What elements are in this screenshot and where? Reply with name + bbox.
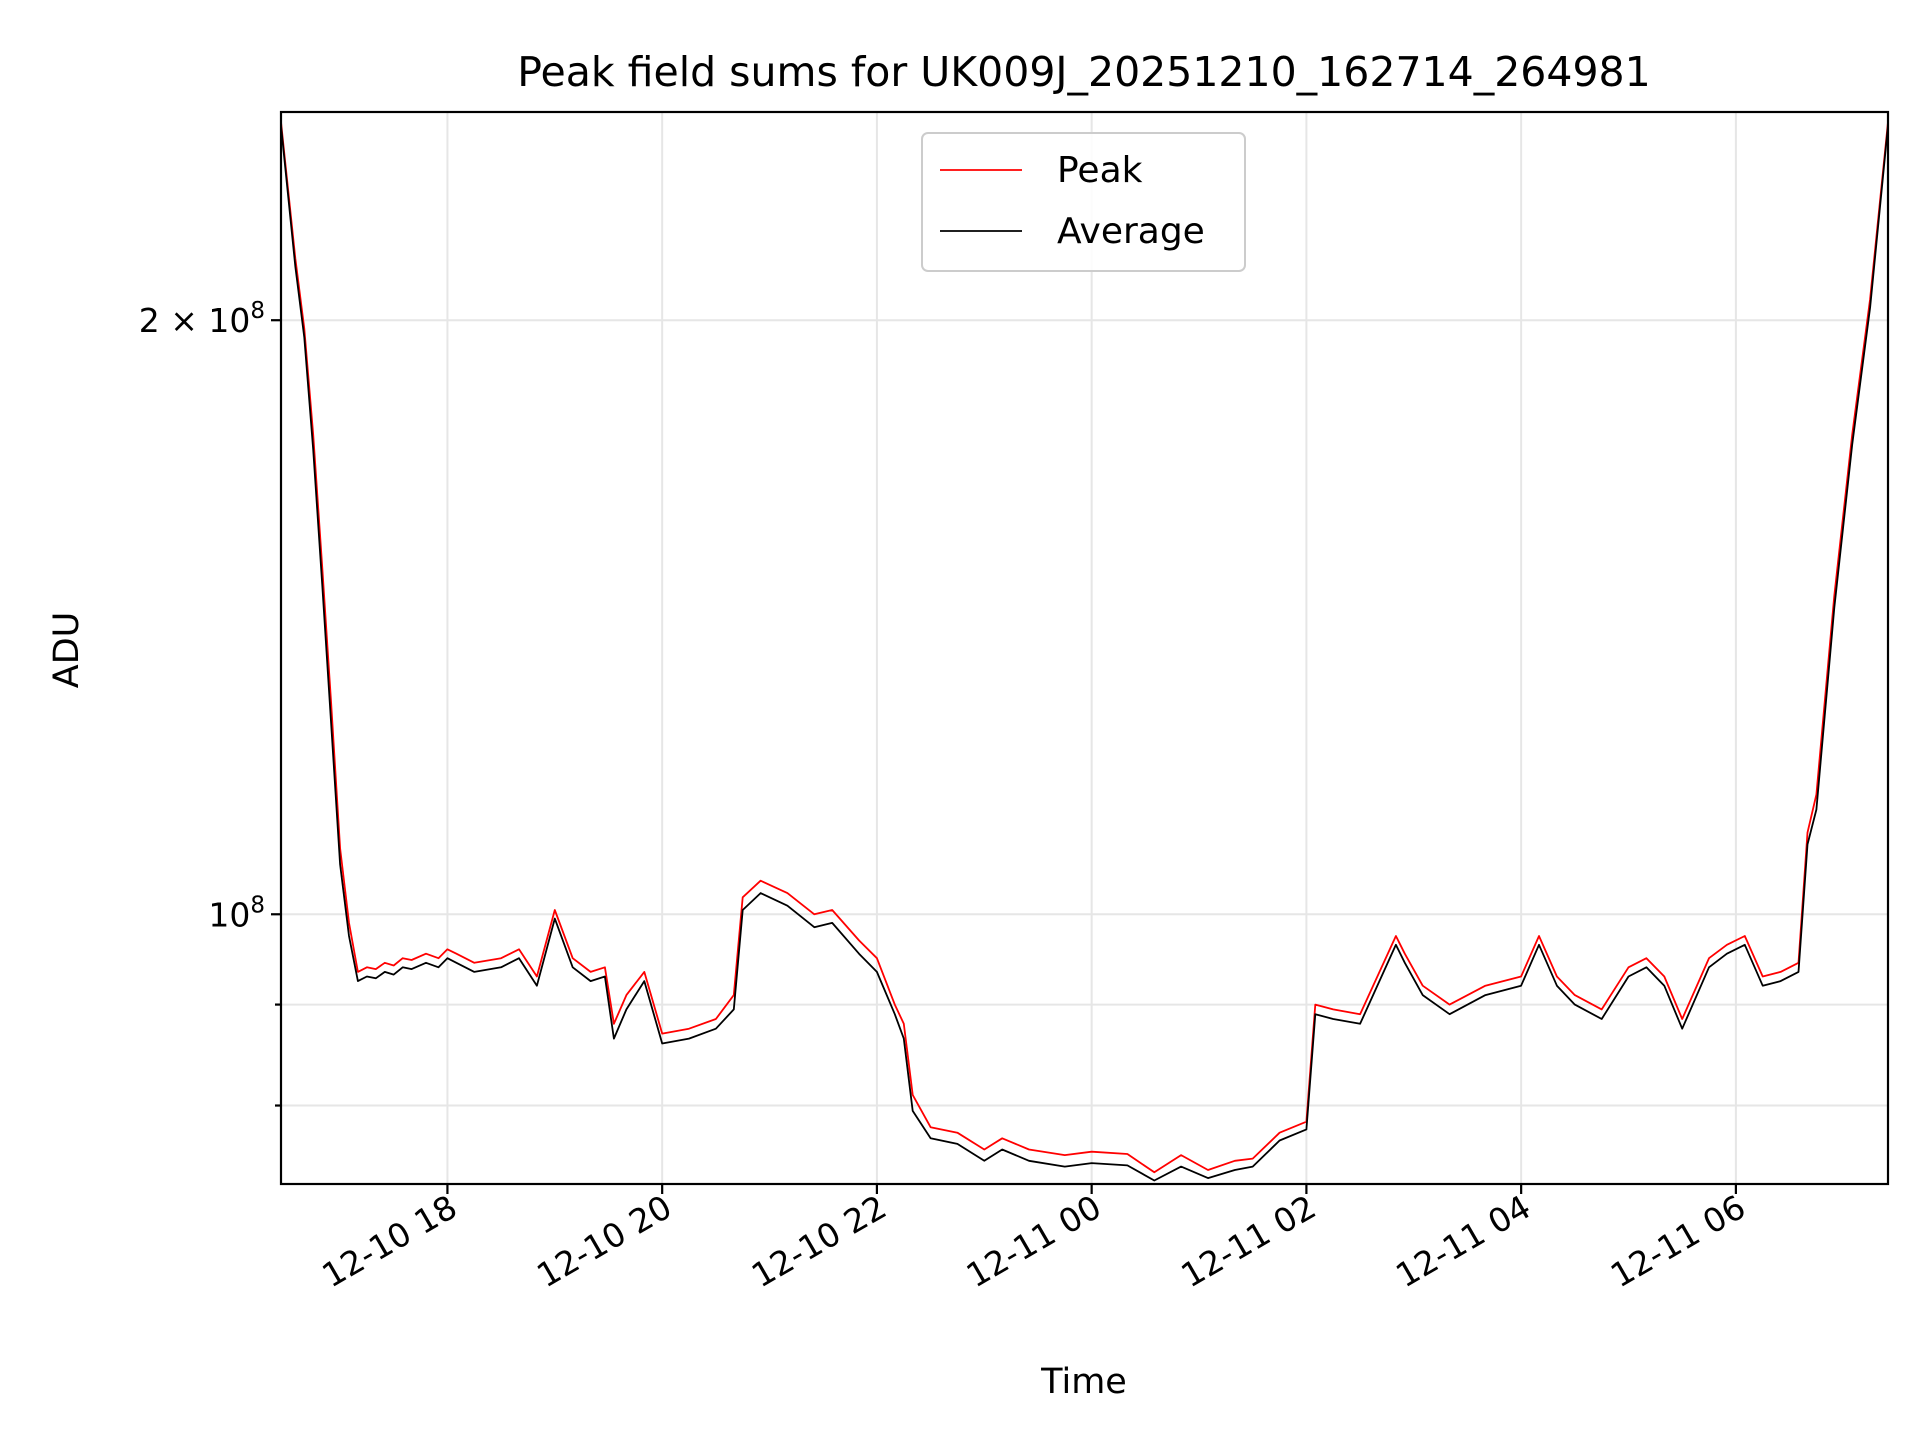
legend-label-average: Average <box>1057 211 1205 252</box>
legend: Peak Average <box>921 132 1246 272</box>
y-tick-label-1: 108 <box>208 892 265 934</box>
y-tick-label-0: 2 × 108 <box>139 298 265 340</box>
chart-title: Peak field sums for UK009J_20251210_1627… <box>517 48 1650 96</box>
grid-lines <box>281 112 1888 1184</box>
series-line-average <box>281 125 1888 1182</box>
legend-label-peak: Peak <box>1057 150 1143 191</box>
series-lines <box>281 122 1888 1182</box>
x-axis-label: Time <box>1040 1362 1127 1402</box>
series-line-peak <box>281 122 1888 1174</box>
legend-box <box>921 132 1246 272</box>
plot-area-frame <box>279 110 1890 1186</box>
y-axis-label: ADU <box>47 612 87 689</box>
